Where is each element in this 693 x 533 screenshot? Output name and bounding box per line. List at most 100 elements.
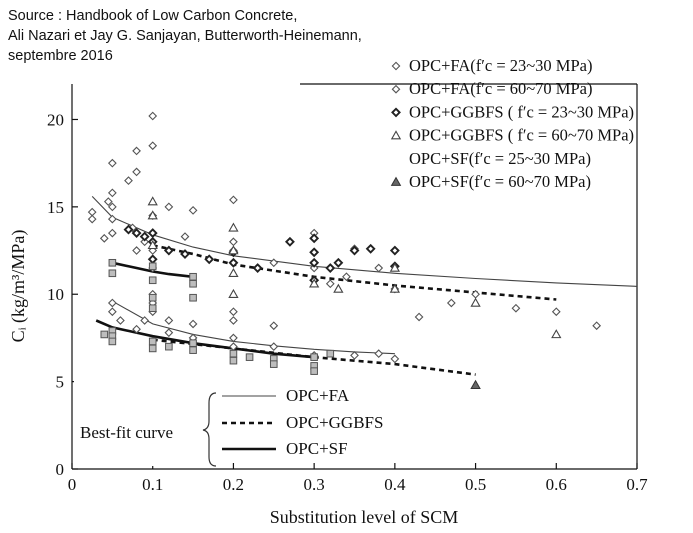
y-tick-label: 20 [47, 110, 64, 129]
data-point [229, 356, 238, 365]
data-point [333, 283, 344, 293]
data-point [229, 195, 238, 205]
data-point [349, 245, 360, 256]
data-point [189, 339, 197, 347]
data-point [592, 321, 602, 331]
data-point [108, 269, 117, 278]
data-point [551, 307, 561, 317]
data-point [139, 231, 150, 242]
legend-marker [391, 107, 401, 118]
data-point [252, 263, 263, 273]
best-fit-label: OPC+SF [286, 439, 348, 458]
legend-label: OPC+GGBFS ( f′c = 23~30 MPa) [409, 102, 634, 121]
best-fit-curves [91, 196, 638, 376]
data-point [188, 319, 198, 329]
data-point [229, 316, 238, 325]
data-point [147, 228, 158, 239]
y-tick-label: 0 [56, 460, 65, 479]
data-point [108, 258, 117, 267]
data-point [414, 312, 424, 322]
data-point [389, 262, 401, 272]
data-point [189, 272, 197, 281]
legend-marker [391, 61, 401, 71]
data-point [99, 233, 109, 243]
data-point [124, 176, 133, 186]
source-line-1: Source : Handbook of Low Carbon Concrete… [8, 8, 298, 24]
x-tick-label: 0 [68, 475, 77, 494]
legend: OPC+FA(f′c = 23~30 MPa) OPC+FA(f′c = 60~7… [390, 56, 634, 191]
data-point [148, 337, 157, 346]
source-line-2: Ali Nazari et Jay G. Sanjayan, Butterwor… [8, 28, 362, 44]
brace-symbol [202, 392, 217, 467]
data-point [189, 279, 197, 288]
data-point [310, 353, 318, 361]
data-point [132, 146, 141, 156]
data-point [470, 379, 481, 390]
data-point [269, 258, 279, 268]
data-point [148, 262, 157, 271]
data-point [374, 263, 384, 273]
legend-label: OPC+FA(f′c = 60~70 MPa) [409, 79, 592, 98]
x-tick-label: 0.4 [384, 475, 406, 494]
data-point [446, 298, 456, 308]
legend-marker [391, 84, 401, 94]
legend-label: OPC+SF(f′c = 60~70 MPa) [409, 172, 591, 191]
data-point [132, 246, 141, 255]
best-fit-legend: Best-fit curve OPC+FA OPC+GGBFS OPC+SF [74, 378, 383, 467]
x-tick-label: 0.2 [223, 475, 244, 494]
y-axis-label: Cᵢ (kg/m³/MPa) [8, 230, 29, 343]
data-point [350, 351, 359, 360]
data-point [228, 267, 239, 278]
data-point [87, 214, 97, 224]
data-point [229, 349, 238, 358]
legend-label: OPC+FA(f′c = 23~30 MPa) [409, 56, 592, 75]
data-point [204, 254, 215, 265]
data-point [229, 237, 238, 247]
x-tick-label: 0.7 [626, 475, 648, 494]
data-point [269, 321, 279, 331]
data-point [189, 293, 197, 302]
source-line-3: septembre 2016 [8, 48, 113, 64]
x-tick-label: 0.3 [304, 475, 325, 494]
data-point [269, 342, 279, 352]
data-point [147, 196, 158, 206]
data-point [309, 233, 320, 244]
data-point [333, 257, 344, 268]
data-point [511, 303, 521, 313]
best-fit-curve [112, 300, 395, 355]
data-point [147, 210, 158, 220]
data-point [116, 316, 125, 325]
data-point [228, 222, 239, 232]
y-tick-label: 10 [47, 285, 64, 304]
data-point [308, 278, 320, 288]
best-fit-legend-bg [74, 378, 214, 466]
data-point [107, 307, 117, 317]
data-point [284, 236, 295, 247]
x-tick-label: 0.5 [465, 475, 486, 494]
legend-marker [390, 176, 402, 186]
data-point [148, 344, 157, 353]
data-point [188, 205, 198, 215]
data-point [140, 316, 150, 325]
data-point [310, 367, 318, 375]
best-fit-title: Best-fit curve [80, 423, 173, 442]
data-point [148, 276, 157, 285]
data-point [228, 257, 239, 268]
data-point [147, 239, 158, 250]
data-point [103, 197, 113, 206]
data-point [131, 228, 142, 239]
data-point [147, 254, 158, 265]
data-point [140, 237, 150, 247]
data-point [148, 304, 157, 313]
data-point [229, 307, 238, 317]
data-point [228, 288, 239, 298]
plot-frame [71, 83, 638, 470]
data-point [132, 324, 141, 334]
best-fit-label: OPC+FA [286, 386, 350, 405]
data-point [107, 158, 117, 168]
data-point [342, 272, 351, 282]
data-point [189, 346, 197, 354]
x-tick-label: 0.6 [546, 475, 567, 494]
legend-label: OPC+SF(f′c = 25~30 MPa) [409, 149, 591, 168]
